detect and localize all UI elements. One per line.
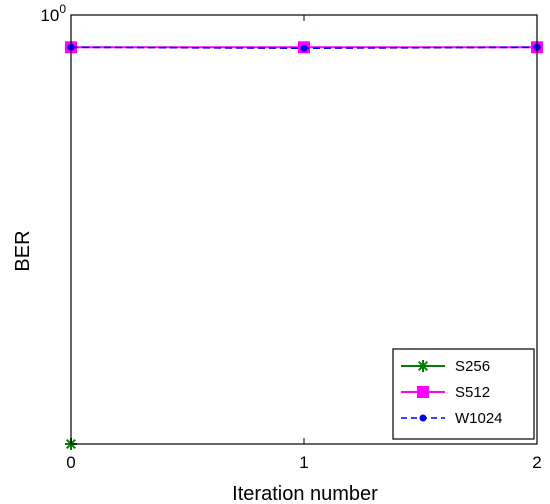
series-w1024 [67, 43, 541, 52]
legend-box [392, 348, 535, 440]
y-tick-label-0: 100 [40, 2, 66, 25]
legend: S256 S512 W1024 [392, 348, 535, 440]
axes: BER Iteration number 0 1 2 100 [12, 2, 542, 504]
legend-label-s512: S512 [455, 384, 490, 401]
legend-entry-s512: S512 [401, 384, 490, 401]
x-tick-label-1: 1 [299, 453, 308, 472]
x-tick-label-2: 2 [532, 453, 541, 472]
legend-entry-w1024: W1024 [401, 410, 503, 427]
legend-marker-s256 [417, 360, 429, 372]
data-point-w1024-1 [300, 44, 308, 52]
x-axis-title: Iteration number [232, 483, 378, 504]
x-tick-label-0: 0 [66, 453, 75, 472]
legend-label-s256: S256 [455, 358, 490, 375]
legend-marker-w1024 [419, 414, 427, 422]
legend-label-w1024: W1024 [455, 410, 503, 427]
legend-marker-s512 [417, 386, 429, 398]
y-axis-title: BER [12, 230, 34, 271]
legend-entry-s256: S256 [401, 358, 490, 375]
